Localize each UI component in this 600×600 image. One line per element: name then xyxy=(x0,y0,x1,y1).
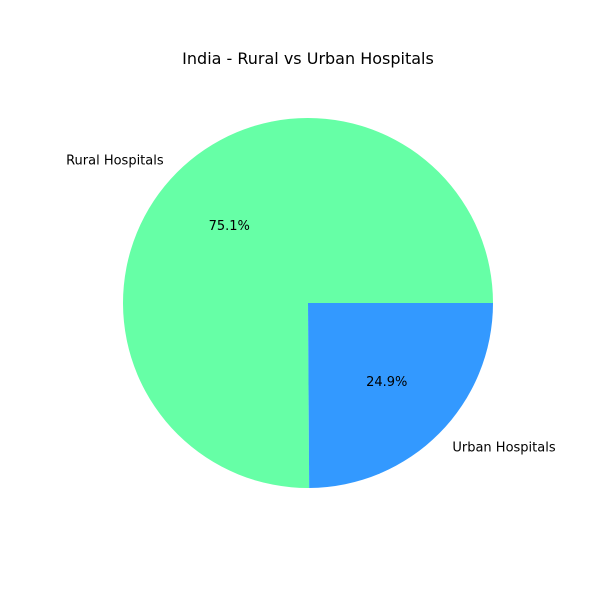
slice-percent-rural-hospitals: 75.1% xyxy=(209,219,250,234)
slice-percent-urban-hospitals: 24.9% xyxy=(366,375,407,390)
pie-slices xyxy=(123,117,493,488)
pie-labels: Rural Hospitals 75.1% Urban Hospitals 24.9% xyxy=(66,154,556,456)
chart-title: India - Rural vs Urban Hospitals xyxy=(182,49,434,68)
pie-slice-rural-hospitals xyxy=(123,117,493,488)
slice-label-urban-hospitals: Urban Hospitals xyxy=(452,440,555,455)
slice-label-rural-hospitals: Rural Hospitals xyxy=(66,154,164,169)
pie-slice-urban-hospitals xyxy=(308,303,493,488)
